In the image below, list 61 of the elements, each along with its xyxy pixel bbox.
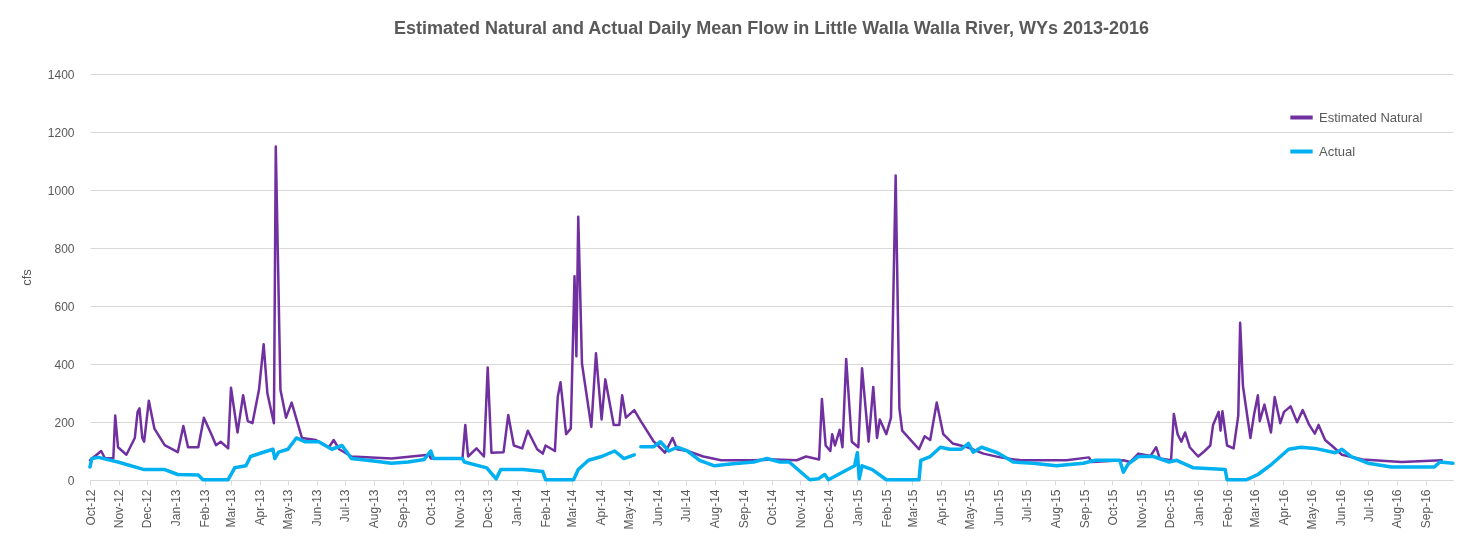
- x-tick-label: Jan-13: [169, 489, 184, 527]
- x-tick-label: May-13: [281, 489, 296, 530]
- y-tick-label: 600: [54, 299, 75, 314]
- x-tick-label: Feb-16: [1220, 489, 1235, 528]
- x-tick-label: Nov-14: [793, 489, 808, 529]
- y-tick-label: 1200: [47, 125, 75, 140]
- y-tick-label: 800: [54, 241, 75, 256]
- x-tick-label: Jan-15: [850, 489, 865, 527]
- x-tick-label: Jun-13: [310, 489, 325, 527]
- x-tick-label: Aug-16: [1390, 489, 1405, 529]
- y-tick-label: 0: [67, 473, 75, 488]
- x-tick-label: Sep-13: [396, 489, 411, 529]
- x-tick-label: Jul-14: [679, 489, 694, 523]
- x-tick-label: Apr-16: [1276, 489, 1291, 526]
- line-series: [88, 145, 1444, 464]
- chart-title: Estimated Natural and Actual Daily Mean Flow in Little Walla Walla River, WYs 2013-2016: [393, 18, 1150, 38]
- legend-label: Actual: [1319, 143, 1356, 159]
- x-tick-label: Apr-15: [934, 489, 949, 526]
- y-tick-label: 400: [54, 357, 75, 372]
- x-tick-label: Nov-15: [1134, 489, 1149, 529]
- x-tick-label: Feb-13: [198, 489, 213, 528]
- x-tick-label: Feb-15: [879, 489, 894, 528]
- x-tick-label: Jun-14: [651, 489, 666, 527]
- x-tick-label: Oct-13: [424, 489, 439, 526]
- x-tick-label: Oct-12: [83, 489, 98, 526]
- x-tick-label: Jul-16: [1361, 489, 1376, 523]
- x-tick-label: Sep-14: [736, 489, 751, 529]
- x-tick-label: Jun-15: [991, 489, 1006, 527]
- x-tick-label: Dec-13: [481, 489, 496, 529]
- x-tick-label: Mar-14: [565, 489, 580, 528]
- x-tick-label: May-15: [962, 489, 977, 530]
- y-axis-title: cfs: [18, 268, 34, 286]
- x-tick-label: Feb-14: [539, 489, 554, 528]
- y-tick-label: 1000: [47, 183, 75, 198]
- x-tick-label: Jan-14: [510, 489, 525, 527]
- x-tick-label: Nov-12: [112, 489, 127, 529]
- x-tick-label: Jul-15: [1019, 489, 1034, 523]
- legend-label: Estimated Natural: [1319, 109, 1423, 125]
- x-tick-label: Mar-16: [1247, 489, 1262, 528]
- x-tick-label: Aug-15: [1048, 489, 1063, 529]
- x-tick-label: Apr-14: [594, 489, 609, 526]
- x-tick-label: Oct-14: [765, 489, 779, 526]
- x-tick-label: Sep-15: [1077, 489, 1092, 529]
- x-tick-label: Oct-15: [1105, 489, 1120, 526]
- x-tick-label: Dec-14: [821, 489, 836, 529]
- x-tick-label: Sep-16: [1419, 489, 1434, 529]
- x-tick-label: Aug-13: [367, 489, 382, 529]
- x-tick-label: Dec-15: [1162, 489, 1177, 529]
- x-tick-label: May-14: [622, 489, 637, 530]
- x-tick-label: Dec-12: [140, 489, 155, 529]
- x-tick-label: Aug-14: [708, 489, 723, 529]
- y-tick-label: 200: [54, 415, 75, 430]
- x-tick-label: Mar-13: [224, 489, 239, 528]
- x-tick-label: May-16: [1304, 489, 1319, 530]
- x-tick-label: Apr-13: [253, 489, 268, 526]
- x-tick-label: Jun-16: [1333, 489, 1348, 527]
- y-tick-label: 1400: [47, 67, 75, 82]
- x-tick-label: Mar-15: [905, 489, 920, 528]
- x-tick-label: Jul-13: [338, 489, 353, 523]
- x-tick-label: Jan-16: [1191, 489, 1206, 527]
- x-tick-label: Nov-13: [453, 489, 468, 529]
